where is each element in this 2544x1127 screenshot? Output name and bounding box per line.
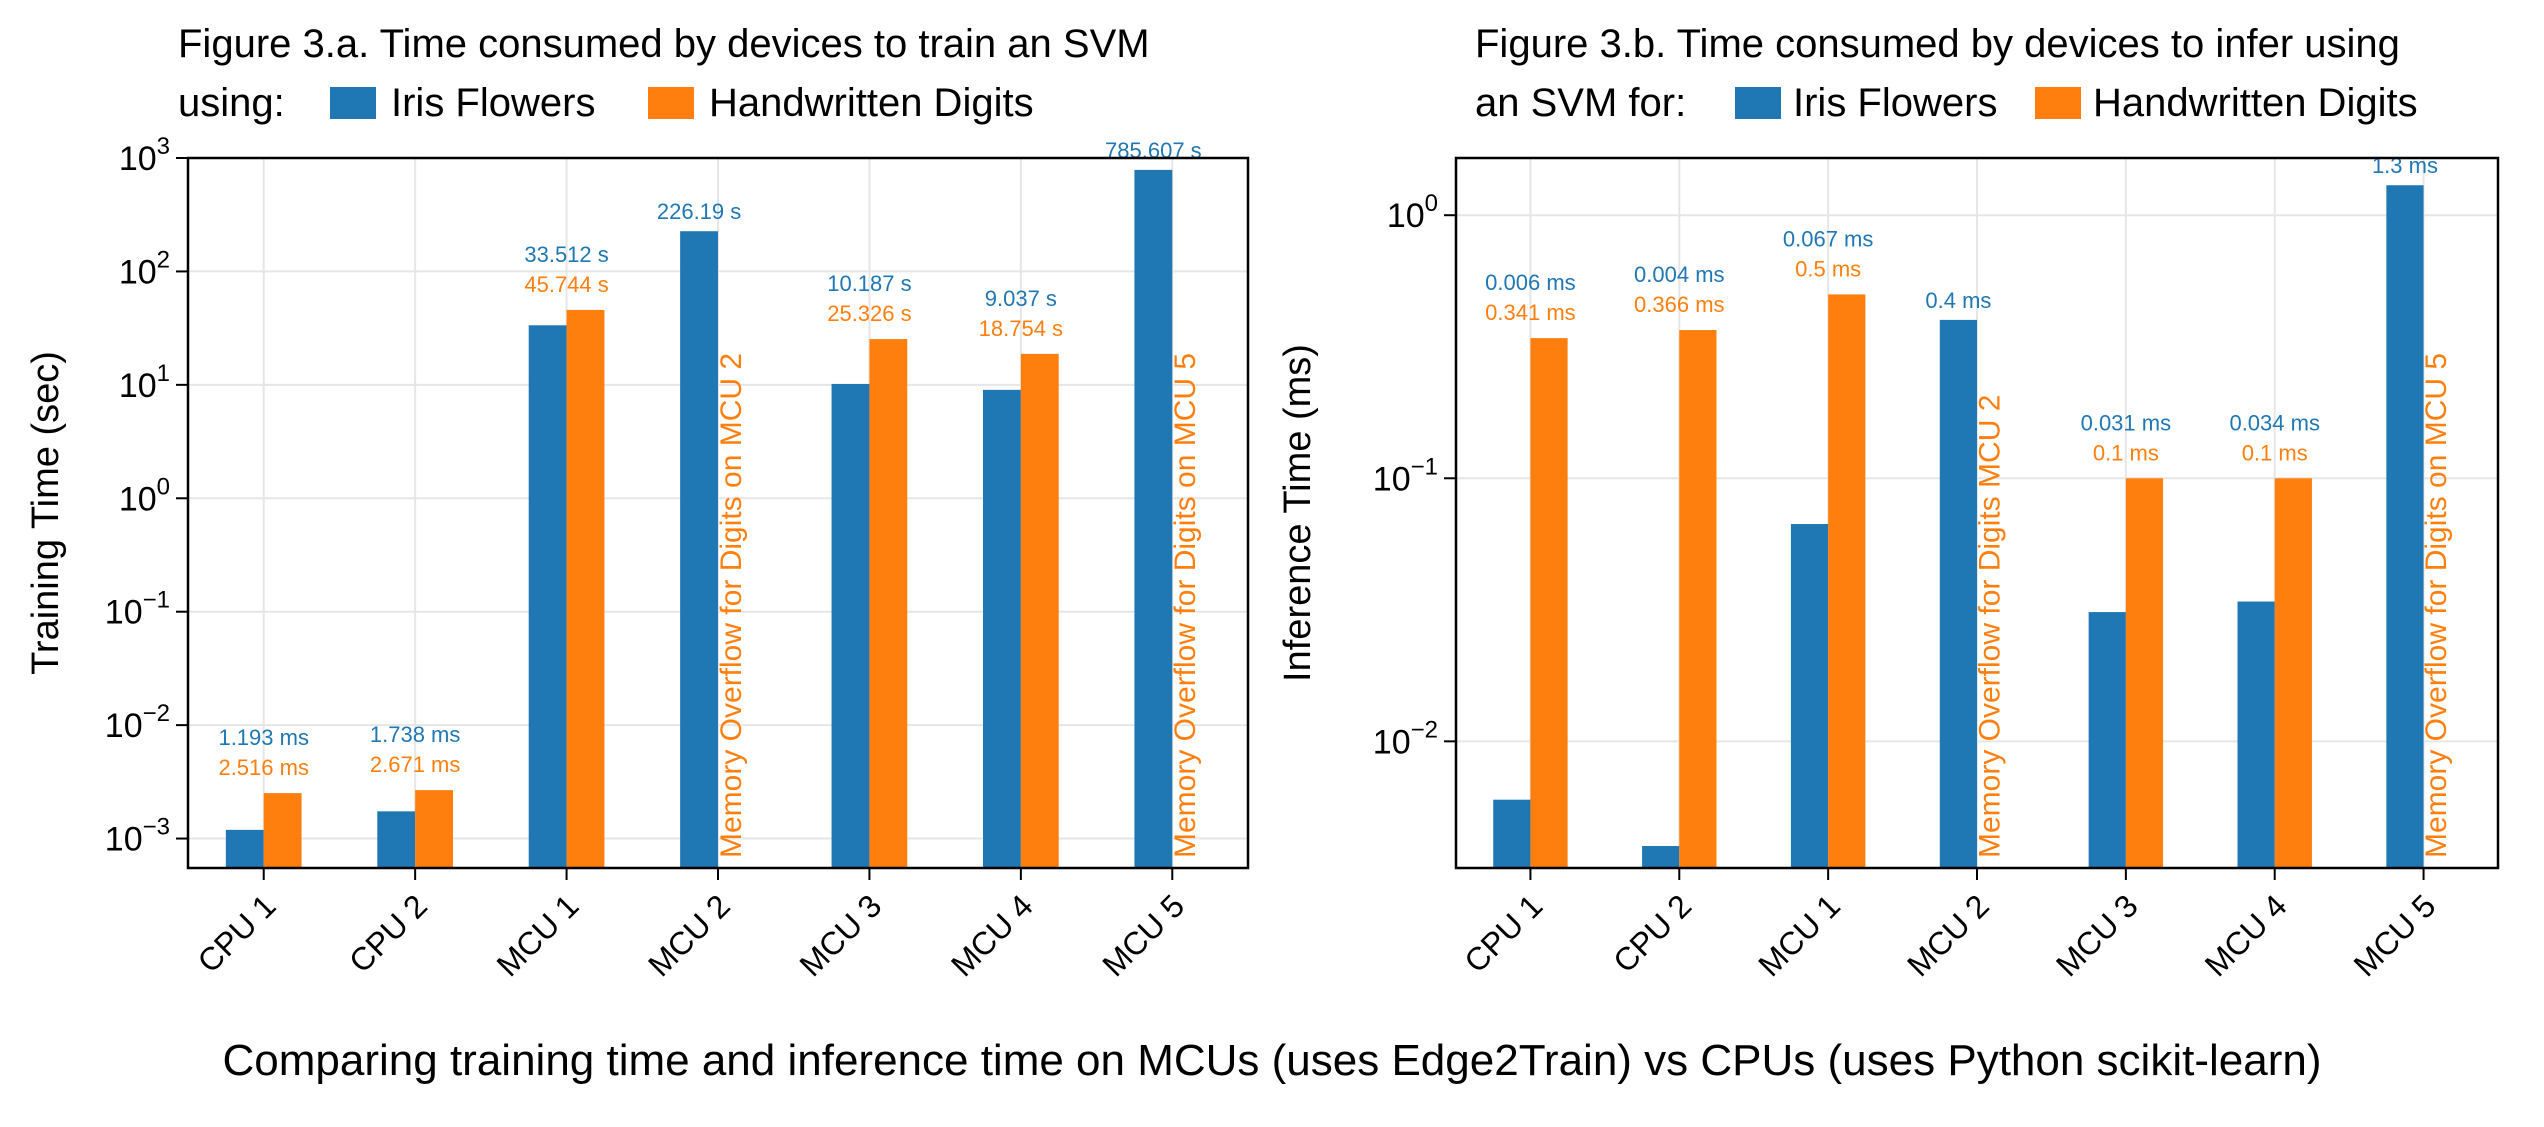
x-tick-label: MCU 1	[490, 887, 586, 983]
bar-iris	[377, 811, 416, 868]
chart-title: Figure 3.b. Time consumed by devices to …	[1475, 22, 2400, 66]
overflow-note: Memory Overflow for Digits on MCU 2	[715, 353, 748, 858]
bar-iris	[1493, 799, 1531, 868]
data-label-digits: 18.754 s	[979, 316, 1063, 341]
x-tick-label: MCU 4	[944, 887, 1040, 983]
bar-digits	[263, 793, 302, 868]
x-tick-label: MCU 2	[1900, 887, 1996, 983]
y-tick-label: 10−1	[105, 587, 170, 632]
legend-swatch-iris	[1735, 87, 1781, 119]
overflow-note: Memory Overflow for Digits on MCU 5	[1169, 353, 1202, 858]
legend-label-iris: Iris Flowers	[1793, 81, 1997, 125]
bar-digits	[566, 309, 605, 868]
bar-digits	[1679, 330, 1717, 868]
data-label-iris: 0.034 ms	[2229, 410, 2320, 435]
y-tick-label: 10−3	[105, 814, 170, 859]
legend-label-iris: Iris Flowers	[391, 81, 595, 125]
data-label-digits: 0.366 ms	[1634, 292, 1725, 317]
chart-inference: Figure 3.b. Time consumed by devices to …	[1277, 22, 2500, 983]
bar-iris	[528, 325, 567, 868]
data-label-digits: 0.1 ms	[2242, 440, 2308, 465]
data-label-iris: 33.512 s	[524, 242, 608, 267]
x-tick-label: MCU 3	[793, 887, 889, 983]
legend-label-digits: Handwritten Digits	[2093, 81, 2418, 125]
bar-iris	[983, 389, 1021, 868]
data-label-iris: 1.738 ms	[370, 722, 461, 747]
data-label-iris: 1.193 ms	[218, 725, 309, 750]
data-label-iris: 226.19 s	[657, 199, 741, 224]
figure-caption: Comparing training time and inference ti…	[223, 1036, 2322, 1085]
bar-iris	[2237, 601, 2275, 868]
bar-iris	[1642, 846, 1680, 868]
y-tick-label: 103	[119, 133, 170, 178]
chart-training: Figure 3.a. Time consumed by devices to …	[25, 22, 1250, 983]
x-tick-label: CPU 2	[1606, 887, 1698, 979]
bar-iris	[2386, 185, 2424, 868]
legend-swatch-digits	[648, 87, 694, 119]
data-label-digits: 0.1 ms	[2093, 440, 2159, 465]
y-axis-label: Training Time (sec)	[25, 351, 67, 675]
data-label-iris: 0.004 ms	[1634, 262, 1725, 287]
bar-iris	[225, 829, 264, 868]
data-label-digits: 0.5 ms	[1795, 256, 1861, 281]
bar-digits	[2274, 478, 2312, 868]
bar-iris	[831, 383, 870, 868]
y-tick-label: 10−2	[1373, 716, 1438, 761]
x-tick-label: MCU 4	[2198, 887, 2294, 983]
x-tick-label: MCU 2	[641, 887, 737, 983]
x-tick-label: MCU 3	[2049, 887, 2145, 983]
x-tick-label: CPU 2	[342, 887, 434, 979]
chart-title-line2: an SVM for:	[1475, 81, 1686, 125]
bar-digits	[869, 339, 908, 868]
y-tick-label: 10−2	[105, 700, 170, 745]
data-label-iris: 10.187 s	[827, 271, 911, 296]
legend-label-digits: Handwritten Digits	[709, 81, 1034, 125]
overflow-note: Memory Overflow for Digits on MCU 5	[2420, 353, 2453, 858]
bar-iris	[2088, 612, 2126, 868]
y-axis-label: Inference Time (ms)	[1277, 344, 1319, 682]
y-tick-label: 101	[119, 360, 170, 405]
data-label-digits: 45.744 s	[524, 272, 608, 297]
y-tick-label: 10−1	[1373, 453, 1438, 498]
bar-iris	[1790, 524, 1829, 868]
y-tick-label: 100	[119, 473, 170, 518]
bar-digits	[1530, 338, 1568, 869]
bar-iris	[1939, 319, 1977, 868]
data-label-iris: 0.4 ms	[1925, 288, 1991, 313]
data-label-iris: 0.031 ms	[2081, 410, 2172, 435]
data-label-digits: 25.326 s	[827, 301, 911, 326]
bar-digits	[415, 790, 453, 868]
legend-swatch-digits	[2035, 87, 2081, 119]
data-label-digits: 2.671 ms	[370, 752, 461, 777]
data-label-digits: 2.516 ms	[218, 755, 309, 780]
x-tick-label: MCU 1	[1751, 887, 1847, 983]
bar-iris	[1134, 169, 1173, 868]
data-label-iris: 9.037 s	[985, 286, 1057, 311]
data-label-iris: 0.067 ms	[1783, 226, 1874, 251]
bar-digits	[2125, 478, 2164, 868]
y-tick-label: 100	[1387, 190, 1438, 235]
bar-digits	[1828, 294, 1866, 869]
data-label-iris: 0.006 ms	[1485, 270, 1576, 295]
data-label-digits: 0.341 ms	[1485, 300, 1576, 325]
bar-iris	[680, 231, 718, 868]
y-tick-label: 102	[119, 246, 170, 291]
chart-title: Figure 3.a. Time consumed by devices to …	[178, 22, 1150, 66]
x-tick-label: MCU 5	[1095, 887, 1191, 983]
legend-swatch-iris	[330, 87, 376, 119]
plot-frame	[1454, 156, 2500, 870]
bar-digits	[1020, 353, 1059, 868]
overflow-note: Memory Overflow for Digits MCU 2	[1974, 395, 2007, 858]
x-tick-label: CPU 1	[191, 887, 283, 979]
x-tick-label: CPU 1	[1457, 887, 1549, 979]
x-tick-label: MCU 5	[2347, 887, 2443, 983]
plot-frame	[186, 156, 1250, 870]
chart-title-line2: using:	[178, 81, 285, 125]
